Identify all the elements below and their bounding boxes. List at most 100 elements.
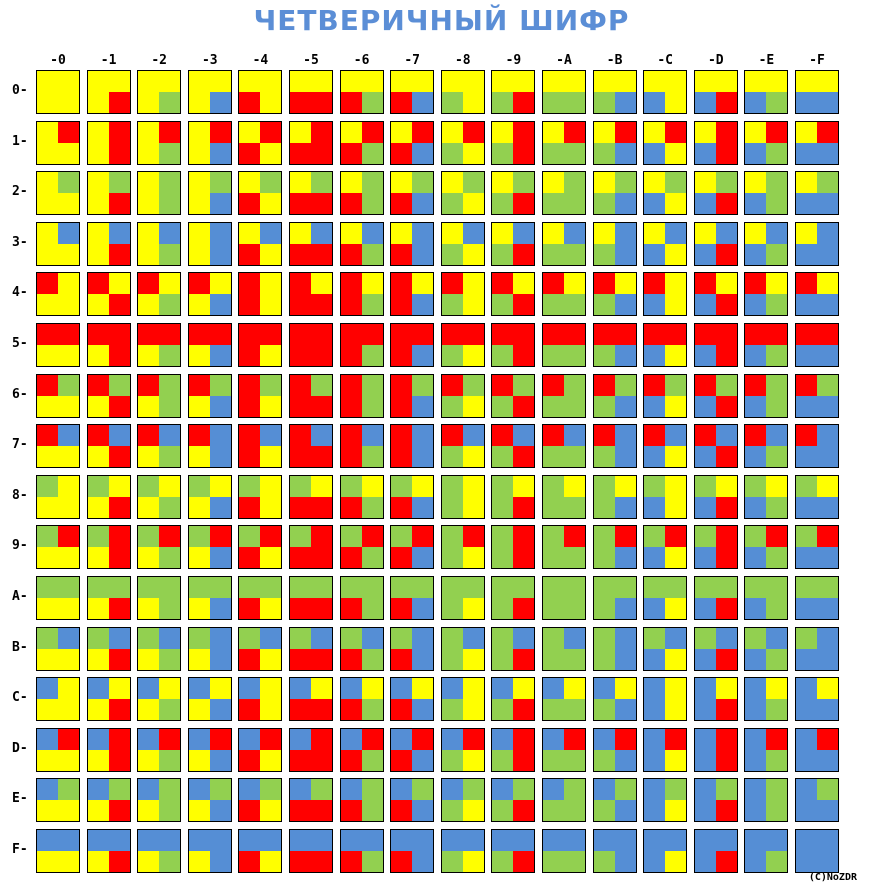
quadrant-top-left — [694, 425, 716, 447]
quadrant-bottom-left — [290, 142, 311, 164]
quadrant-top-left — [290, 526, 311, 548]
quadrant-top-right — [311, 222, 332, 244]
quadrant-bottom-left — [694, 648, 716, 670]
quadrant-bottom-left — [492, 749, 514, 771]
quadrant-top-right — [58, 779, 79, 801]
quadrant-bottom-right — [614, 243, 636, 265]
quadrant-top-left — [492, 526, 514, 548]
quadrant-bottom-left — [188, 345, 210, 366]
cipher-cell — [643, 525, 688, 570]
cipher-cell — [390, 626, 435, 671]
quadrant-bottom-right — [513, 547, 535, 569]
quadrant-bottom-left — [796, 446, 817, 468]
quadrant-top-left — [391, 273, 413, 295]
quadrant-bottom-left — [745, 851, 767, 872]
quadrant-bottom-left — [644, 193, 666, 215]
quadrant-bottom-left — [239, 749, 261, 771]
cipher-cell — [795, 829, 839, 873]
quadrant-bottom-left — [391, 243, 413, 265]
quadrant-top-right — [209, 324, 231, 345]
quadrant-top-right — [412, 627, 434, 649]
cipher-cell — [289, 829, 333, 873]
quadrant-bottom-left — [441, 851, 463, 872]
quadrant-top-left — [290, 678, 311, 700]
row-label: 6- — [12, 386, 28, 402]
quadrant-bottom-left — [37, 648, 58, 670]
quadrant-top-left — [391, 374, 413, 396]
quadrant-bottom-right — [564, 598, 585, 619]
row-label: 2- — [12, 184, 28, 200]
cipher-cell — [137, 120, 182, 165]
quadrant-top-right — [462, 121, 484, 143]
quadrant-top-left — [644, 324, 666, 345]
quadrant-top-left — [492, 71, 514, 92]
quadrant-bottom-right — [361, 749, 383, 771]
cipher-cell — [137, 576, 182, 620]
quadrant-top-right — [564, 728, 585, 750]
quadrant-top-right — [108, 425, 130, 447]
quadrant-top-left — [37, 779, 58, 801]
cipher-cell — [744, 677, 789, 722]
quadrant-top-right — [412, 273, 434, 295]
quadrant-bottom-right — [817, 699, 838, 721]
cipher-cell — [795, 171, 839, 216]
cipher-cell — [339, 120, 384, 165]
quadrant-top-right — [159, 728, 181, 750]
quadrant-bottom-right — [766, 648, 788, 670]
quadrant-bottom-left — [796, 851, 817, 872]
quadrant-bottom-right — [564, 648, 585, 670]
quadrant-bottom-right — [766, 547, 788, 569]
quadrant-top-right — [462, 728, 484, 750]
quadrant-bottom-left — [138, 395, 160, 417]
quadrant-top-left — [87, 728, 109, 750]
quadrant-top-left — [37, 273, 58, 295]
cipher-cell — [795, 323, 839, 367]
quadrant-bottom-left — [492, 92, 514, 113]
quadrant-bottom-left — [796, 749, 817, 771]
quadrant-bottom-right — [58, 800, 79, 822]
quadrant-top-right — [614, 324, 636, 345]
cipher-cell — [440, 626, 485, 671]
cipher-cell — [238, 373, 283, 418]
quadrant-top-right — [311, 425, 332, 447]
column-label: -0 — [50, 53, 66, 68]
quadrant-top-right — [209, 678, 231, 700]
quadrant-bottom-right — [564, 547, 585, 569]
quadrant-bottom-right — [159, 142, 181, 164]
quadrant-top-right — [817, 121, 838, 143]
quadrant-top-right — [766, 324, 788, 345]
quadrant-bottom-right — [462, 648, 484, 670]
quadrant-top-right — [614, 273, 636, 295]
cipher-cell — [187, 626, 232, 671]
cipher-cell — [187, 221, 232, 266]
cipher-cell — [693, 474, 738, 519]
cipher-cell — [86, 171, 131, 216]
cipher-cell — [440, 576, 485, 620]
quadrant-bottom-left — [593, 294, 615, 316]
quadrant-bottom-left — [340, 598, 362, 619]
quadrant-bottom-right — [665, 193, 687, 215]
quadrant-top-right — [159, 324, 181, 345]
cipher-cell — [643, 120, 688, 165]
quadrant-bottom-right — [108, 142, 130, 164]
quadrant-top-left — [796, 273, 817, 295]
quadrant-top-left — [745, 324, 767, 345]
quadrant-top-left — [37, 374, 58, 396]
cipher-cell — [592, 626, 637, 671]
quadrant-bottom-left — [745, 648, 767, 670]
quadrant-bottom-left — [391, 598, 413, 619]
quadrant-top-left — [391, 577, 413, 598]
quadrant-top-right — [260, 678, 282, 700]
quadrant-top-left — [694, 273, 716, 295]
cipher-cell — [36, 778, 80, 823]
quadrant-top-right — [766, 71, 788, 92]
cipher-cell — [592, 424, 637, 469]
quadrant-bottom-right — [159, 193, 181, 215]
quadrant-bottom-left — [694, 749, 716, 771]
quadrant-top-left — [37, 627, 58, 649]
quadrant-top-left — [492, 324, 514, 345]
quadrant-top-right — [715, 577, 737, 598]
quadrant-bottom-left — [87, 598, 109, 619]
quadrant-top-right — [159, 678, 181, 700]
quadrant-top-left — [441, 577, 463, 598]
